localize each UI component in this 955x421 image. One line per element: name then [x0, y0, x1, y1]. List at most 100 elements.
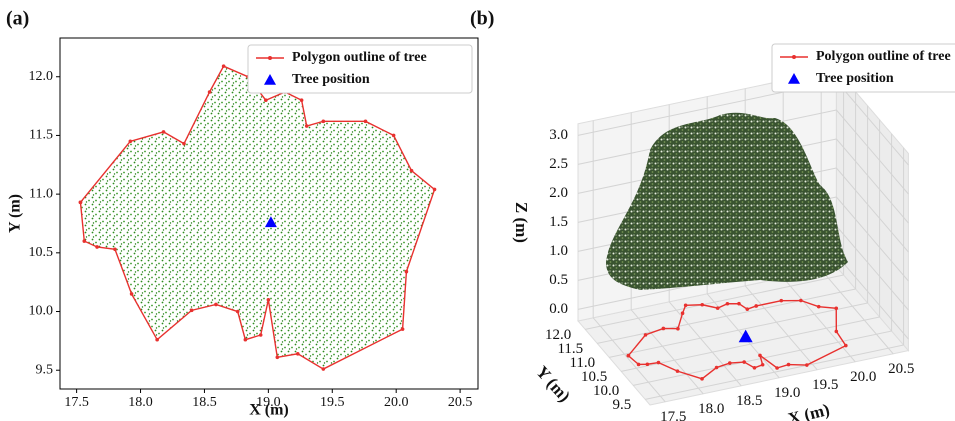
z-tick-label: 0.5 — [549, 272, 568, 288]
vertex — [190, 309, 194, 313]
x-tick-label: 18.5 — [736, 393, 762, 409]
y-tick-label: 10.0 — [593, 383, 619, 399]
vertex — [834, 306, 838, 310]
x-tick-label: 17.5 — [64, 395, 89, 410]
vertex — [305, 124, 309, 128]
vertex — [410, 169, 414, 173]
vertex — [742, 360, 746, 364]
vertex — [758, 354, 762, 358]
vertex — [300, 98, 304, 102]
y-axis-label: Y (m) — [532, 362, 574, 405]
x-tick-label: 19.5 — [812, 377, 838, 393]
vertex — [681, 311, 685, 315]
vertex — [737, 302, 741, 306]
z-tick-label: 1.5 — [549, 214, 568, 230]
vertex — [761, 363, 765, 367]
x-tick-label: 19.5 — [320, 395, 345, 410]
panel-label: (a) — [6, 8, 29, 30]
vertex — [264, 98, 268, 102]
z-tick-label: 0.0 — [549, 301, 568, 317]
vertex — [208, 90, 212, 94]
y-tick-label: 9.5 — [612, 397, 631, 413]
vertex — [684, 303, 688, 307]
vertex — [799, 299, 803, 303]
y-tick-label: 9.5 — [36, 362, 54, 377]
vertex — [364, 120, 368, 124]
legend-marker — [268, 56, 272, 60]
y-axis-label: Y (m) — [7, 194, 24, 233]
vertex — [322, 120, 326, 124]
vertex — [162, 130, 166, 134]
vertex — [700, 377, 704, 381]
y-tick-label: 12.0 — [29, 69, 54, 84]
vertex — [244, 338, 248, 342]
z-tick-label: 2.5 — [549, 156, 568, 172]
x-tick-label: 19.0 — [774, 385, 800, 401]
vertex — [716, 306, 720, 310]
z-axis-label: Z (m) — [512, 202, 531, 243]
vertex — [700, 303, 704, 307]
legend-label: Polygon outline of tree — [816, 49, 951, 64]
x-tick-label: 18.0 — [698, 401, 724, 417]
vertex — [627, 354, 631, 358]
vertex — [296, 352, 300, 356]
vertex — [779, 299, 783, 303]
vertex — [113, 248, 117, 252]
vertex — [844, 344, 848, 348]
vertex — [637, 363, 641, 367]
vertex — [676, 369, 680, 373]
z-tick-label: 3.0 — [549, 127, 568, 143]
vertex — [787, 363, 791, 367]
vertex — [129, 140, 133, 144]
legend-label: Tree position — [816, 71, 894, 86]
y-tick-label: 11.0 — [569, 355, 595, 371]
vertex — [222, 64, 226, 68]
x-tick-label: 18.0 — [128, 395, 153, 410]
x-tick-label: 20.0 — [850, 369, 876, 385]
x-tick-label: 20.5 — [888, 361, 914, 377]
vertex — [644, 333, 648, 337]
vertex — [155, 338, 159, 342]
vertex — [817, 305, 821, 309]
vertex — [79, 201, 83, 205]
vertex — [728, 361, 732, 365]
vertex — [267, 298, 271, 302]
y-tick-label: 11.5 — [557, 341, 583, 357]
vertex — [130, 292, 134, 296]
vertex — [676, 327, 680, 331]
y-tick-label: 11.0 — [29, 186, 53, 201]
point-cloud — [80, 66, 434, 369]
legend-label: Tree position — [292, 72, 370, 87]
vertex — [214, 303, 218, 307]
x-tick-label: 18.5 — [192, 395, 217, 410]
vertex — [805, 363, 809, 367]
z-tick-label: 1.0 — [549, 243, 568, 259]
y-tick-label: 10.5 — [581, 369, 607, 385]
vertex — [95, 245, 99, 249]
legend-marker — [792, 55, 796, 59]
vertex — [405, 270, 409, 274]
vertex — [775, 366, 779, 370]
vertex — [322, 367, 326, 371]
x-tick-label: 17.5 — [660, 409, 686, 421]
vertex — [753, 366, 757, 370]
vertex — [401, 327, 405, 331]
y-tick-label: 11.5 — [29, 128, 53, 143]
vertex — [82, 239, 86, 243]
vertex — [657, 361, 661, 365]
vertex — [276, 356, 280, 360]
legend-label: Polygon outline of tree — [292, 50, 427, 65]
vertex — [715, 366, 719, 370]
x-axis-label: X (m) — [786, 400, 831, 421]
x-tick-label: 20.5 — [448, 395, 473, 410]
y-tick-label: 10.5 — [29, 245, 54, 260]
vertex — [236, 310, 240, 314]
x-tick-label: 20.0 — [384, 395, 409, 410]
vertex — [835, 330, 839, 334]
z-tick-label: 2.0 — [549, 185, 568, 201]
panel-label: (b) — [470, 8, 494, 30]
vertex — [726, 302, 730, 306]
vertex — [392, 134, 396, 138]
vertex — [182, 142, 186, 146]
vertex — [754, 304, 758, 308]
